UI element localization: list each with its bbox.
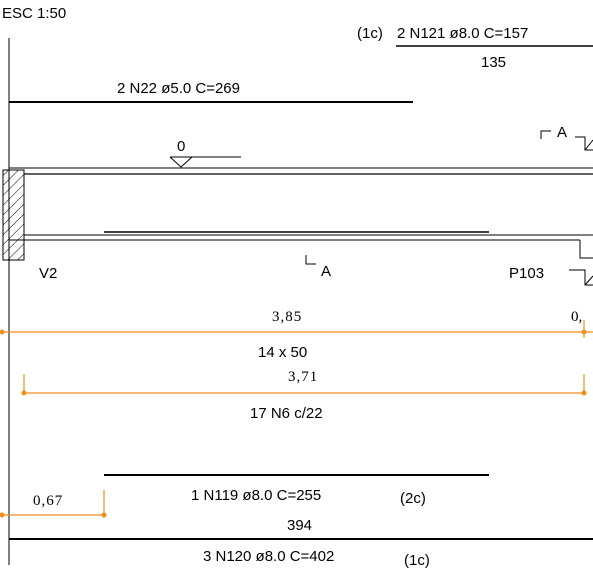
- level-mark-triangle: [169, 156, 193, 168]
- scale-label: ESC 1:50: [2, 5, 66, 22]
- top-secondary-label: 2 N22 ø5.0 C=269: [117, 80, 240, 97]
- support-right-label: P103: [509, 265, 544, 282]
- bottom-rebar-1-label: 1 N119 ø8.0 C=255: [191, 487, 321, 504]
- support-right-diagonal: [584, 275, 593, 286]
- section-marker-bottom-bracket: [305, 255, 316, 265]
- dim-stirrups-left-dot: [21, 390, 27, 396]
- top-rebar-label: 2 N121 ø8.0 C=157: [397, 25, 528, 42]
- bottom-length: 394: [287, 517, 312, 534]
- dim-main-value: 3,85: [272, 309, 302, 325]
- bottom-rebar-1-suffix: (2c): [400, 490, 426, 507]
- dim-stirrups-right-dot: [581, 390, 587, 396]
- section-marker-right: A: [557, 124, 567, 141]
- section-marker-right-bracket: [540, 130, 551, 139]
- dim-main-right-dot: [581, 329, 587, 335]
- level-mark-value: 0: [177, 138, 185, 155]
- dim-main-left-dot: [0, 329, 5, 335]
- bottom-rebar-2-suffix: (1c): [404, 552, 430, 569]
- stirrup-spacing: 14 x 50: [258, 344, 307, 361]
- bottom-rebar-2-label: 3 N120 ø8.0 C=402: [203, 548, 334, 565]
- dim-main-right-value: 0,: [571, 309, 582, 325]
- right-support-outline: [579, 240, 593, 259]
- top-rebar-prefix: (1c): [357, 25, 383, 42]
- section-marker-right-diagonal: [584, 139, 593, 151]
- section-marker-right-leader: [575, 136, 593, 151]
- support-right-leader: [569, 269, 593, 286]
- dim-anchor-left-dot: [0, 512, 5, 518]
- stirrups-label: 17 N6 c/22: [250, 405, 323, 422]
- dim-anchor-right-dot: [101, 512, 107, 518]
- top-rebar-length: 135: [481, 54, 506, 71]
- dim-anchor-value: 0,67: [33, 493, 63, 509]
- dim-stirrups-value: 3,71: [288, 369, 318, 385]
- support-left-label: V2: [39, 265, 57, 282]
- section-marker-bottom: A: [321, 263, 331, 280]
- left-support-hatch: [2, 169, 25, 261]
